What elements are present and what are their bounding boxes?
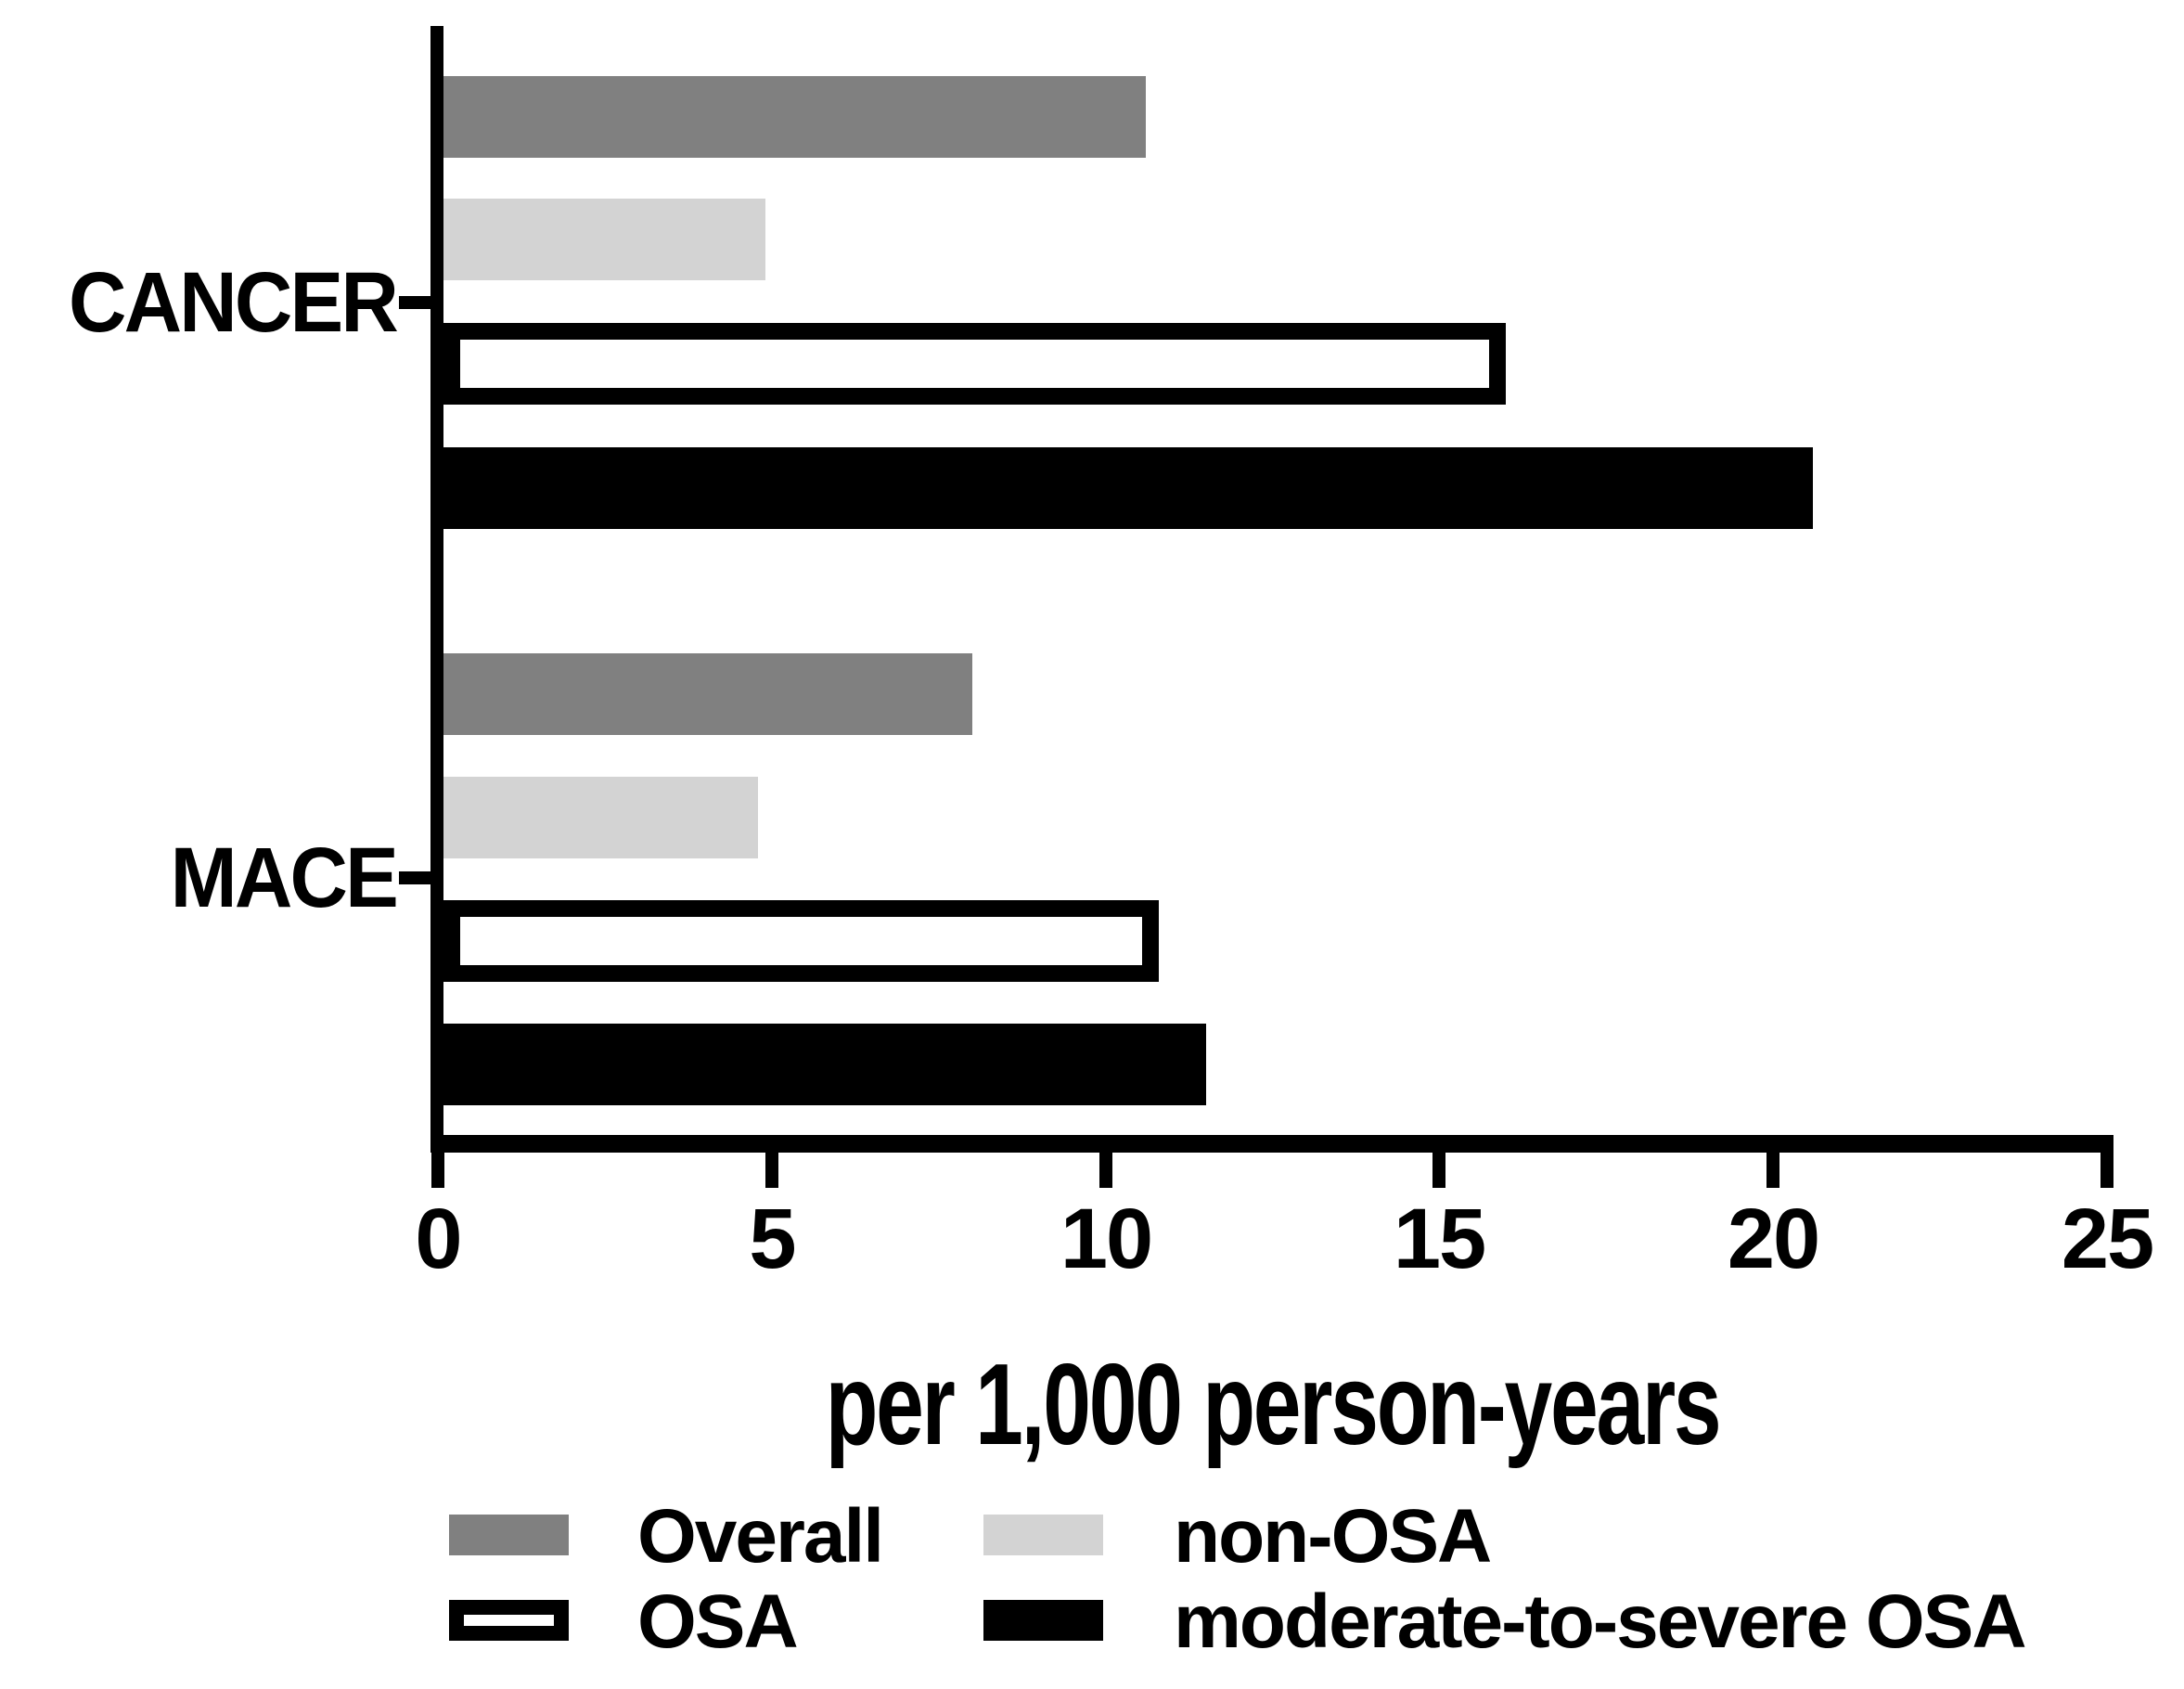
bar-cancer-osa (443, 323, 1506, 405)
x-tick-10 (1099, 1153, 1112, 1188)
bar-cancer-non-osa (443, 199, 765, 280)
bar-mace-osa (443, 900, 1159, 982)
x-axis-line (430, 1135, 2113, 1153)
category-label-cancer: CANCER (68, 255, 399, 350)
legend-label-osa: OSA (637, 1579, 799, 1664)
x-tick-0 (431, 1153, 444, 1188)
x-tick-label-0: 0 (415, 1192, 462, 1286)
legend-label-overall: Overall (637, 1494, 884, 1579)
x-tick-label-20: 20 (1727, 1192, 1820, 1286)
legend-swatch-overall (449, 1515, 569, 1555)
bar-cancer-moderate-to-severe-osa (443, 447, 1813, 529)
x-tick-25 (2100, 1153, 2113, 1188)
bar-mace-non-osa (443, 777, 758, 858)
x-tick-5 (765, 1153, 778, 1188)
category-tick-mace (399, 871, 431, 884)
category-label-mace: MACE (170, 831, 399, 925)
legend-swatch-osa (449, 1600, 569, 1641)
bar-mace-moderate-to-severe-osa (443, 1024, 1206, 1105)
legend-swatch-non-osa (983, 1515, 1103, 1555)
y-axis-line (430, 26, 443, 1153)
x-tick-15 (1432, 1153, 1445, 1188)
bar-mace-overall (443, 653, 972, 735)
x-tick-label-5: 5 (749, 1192, 796, 1286)
x-axis-title: per 1,000 person-years (825, 1341, 1722, 1469)
bar-cancer-overall (443, 76, 1146, 158)
x-tick-20 (1766, 1153, 1779, 1188)
x-tick-label-10: 10 (1060, 1192, 1153, 1286)
x-tick-label-25: 25 (2061, 1192, 2154, 1286)
x-tick-label-15: 15 (1393, 1192, 1486, 1286)
legend-swatch-moderate-to-severe-osa (983, 1600, 1103, 1641)
category-tick-cancer (399, 296, 431, 309)
legend-label-moderate-to-severe-osa: moderate-to-severe OSA (1174, 1579, 2027, 1664)
legend-label-non-osa: non-OSA (1174, 1494, 1492, 1579)
